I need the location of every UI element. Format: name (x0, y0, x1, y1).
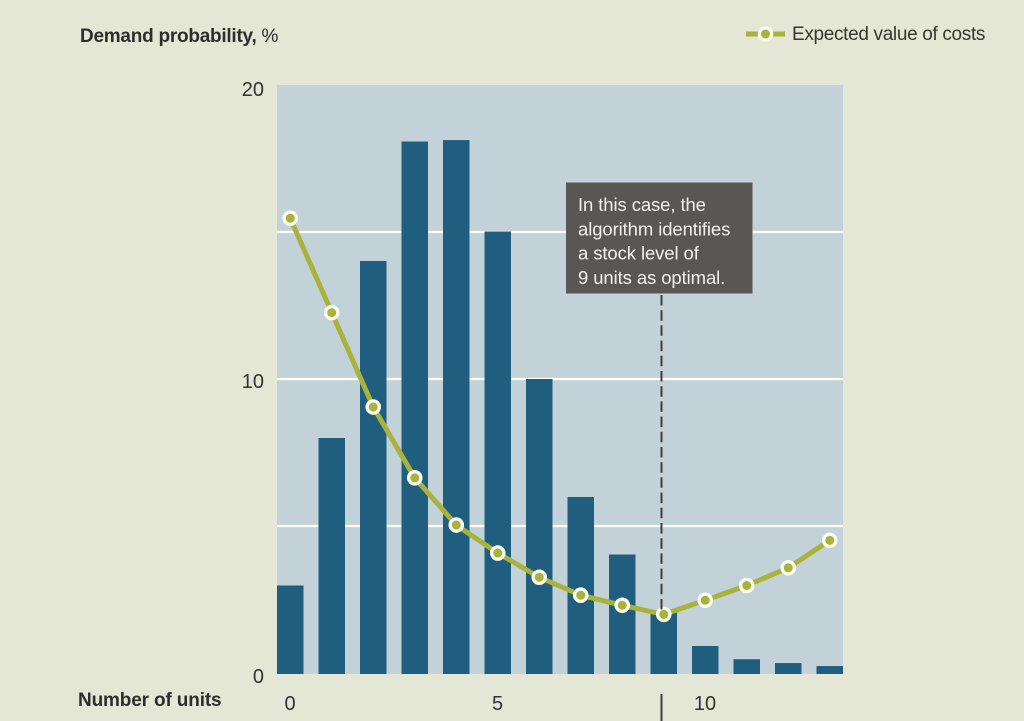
svg-text:In this case, the: In this case, the (578, 194, 706, 215)
svg-text:10: 10 (694, 693, 716, 715)
svg-text:algorithm identifies: algorithm identifies (578, 218, 730, 239)
svg-text:20: 20 (242, 79, 264, 101)
svg-text:Number of units: Number of units (78, 690, 221, 711)
svg-text:a stock level of: a stock level of (578, 243, 700, 264)
svg-text:Expected value of costs: Expected value of costs (792, 24, 985, 45)
svg-text:9 units as optimal.: 9 units as optimal. (578, 267, 725, 288)
svg-text:0: 0 (284, 693, 295, 715)
svg-text:5: 5 (492, 693, 503, 715)
svg-text:Demand probability, %: Demand probability, % (80, 26, 279, 47)
svg-text:0: 0 (253, 666, 264, 688)
svg-text:10: 10 (242, 371, 264, 393)
